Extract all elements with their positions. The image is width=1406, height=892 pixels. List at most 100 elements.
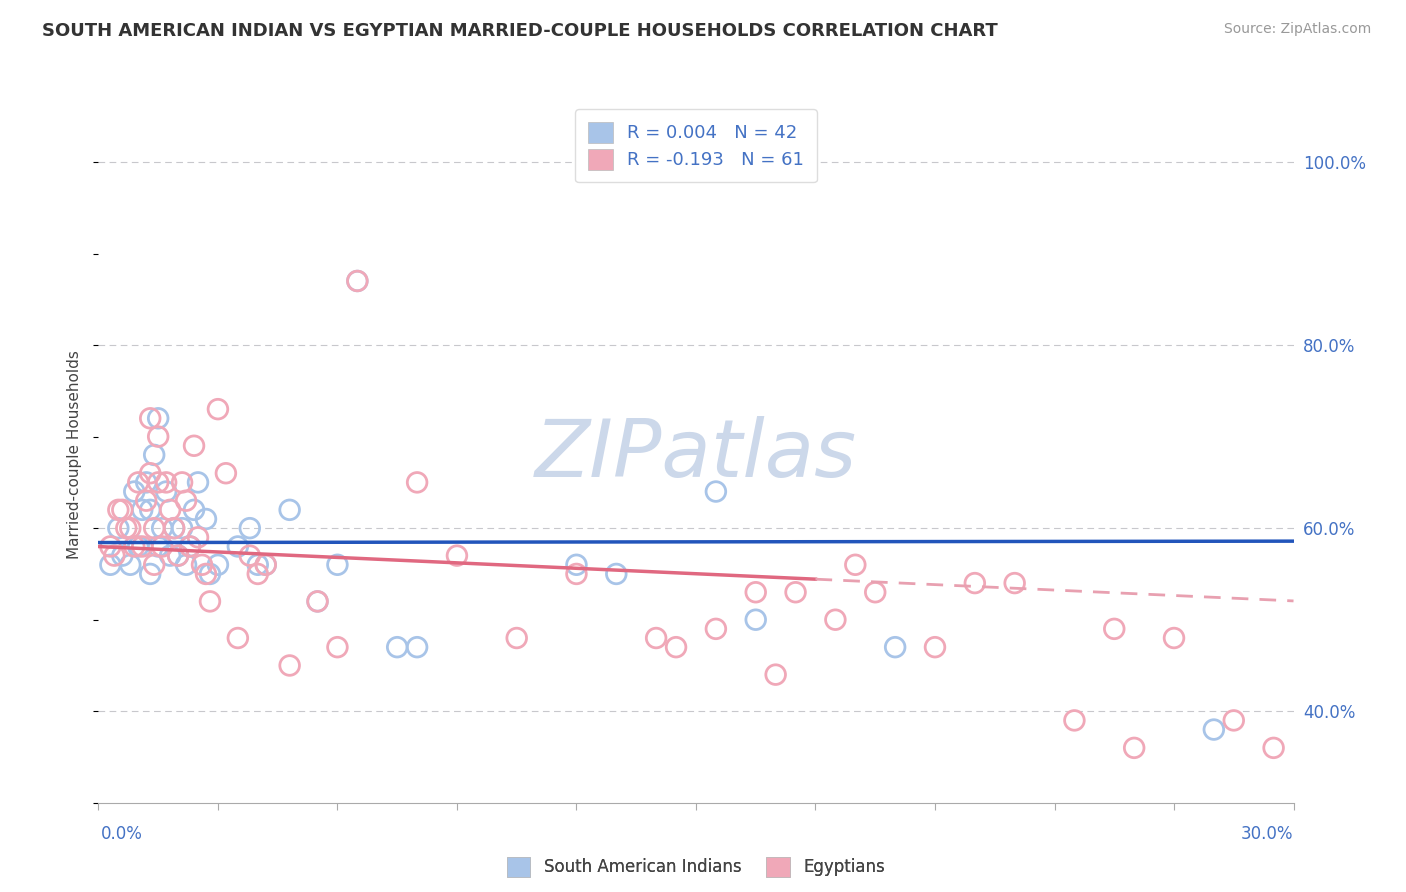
Point bbox=[246, 566, 269, 581]
Point bbox=[120, 558, 142, 572]
Point bbox=[506, 631, 529, 645]
Point bbox=[131, 540, 153, 554]
Point bbox=[924, 640, 946, 655]
Point bbox=[148, 540, 170, 554]
Point bbox=[163, 521, 186, 535]
Point bbox=[406, 475, 429, 490]
Point bbox=[1123, 740, 1146, 755]
Point bbox=[187, 530, 209, 544]
Point bbox=[1102, 622, 1125, 636]
Point bbox=[107, 503, 129, 517]
Text: ZIPatlas: ZIPatlas bbox=[534, 416, 858, 494]
Point bbox=[239, 521, 262, 535]
Point bbox=[159, 503, 181, 517]
Point bbox=[167, 549, 190, 563]
Point bbox=[645, 631, 668, 645]
Point bbox=[179, 540, 201, 554]
Point bbox=[127, 475, 149, 490]
Point bbox=[207, 558, 229, 572]
Point bbox=[139, 566, 162, 581]
Point bbox=[120, 521, 142, 535]
Point bbox=[704, 484, 727, 499]
Point bbox=[1222, 714, 1246, 728]
Y-axis label: Married-couple Households: Married-couple Households bbox=[67, 351, 83, 559]
Point bbox=[346, 274, 368, 288]
Point bbox=[745, 613, 768, 627]
Text: SOUTH AMERICAN INDIAN VS EGYPTIAN MARRIED-COUPLE HOUSEHOLDS CORRELATION CHART: SOUTH AMERICAN INDIAN VS EGYPTIAN MARRIE… bbox=[42, 22, 998, 40]
Point bbox=[100, 540, 122, 554]
Point bbox=[195, 566, 218, 581]
Point bbox=[863, 585, 887, 599]
Point bbox=[111, 503, 134, 517]
Point bbox=[844, 558, 866, 572]
Point bbox=[765, 667, 787, 681]
Point bbox=[326, 558, 349, 572]
Point bbox=[226, 631, 249, 645]
Point bbox=[745, 585, 768, 599]
Point bbox=[226, 540, 249, 554]
Point bbox=[307, 594, 329, 608]
Point bbox=[115, 521, 138, 535]
Point bbox=[124, 484, 146, 499]
Point bbox=[346, 274, 368, 288]
Point bbox=[107, 521, 129, 535]
Point bbox=[1004, 576, 1026, 591]
Point bbox=[148, 475, 170, 490]
Point bbox=[143, 448, 166, 462]
Point bbox=[254, 558, 277, 572]
Point bbox=[139, 467, 162, 481]
Point bbox=[124, 540, 146, 554]
Point bbox=[246, 558, 269, 572]
Point bbox=[963, 576, 986, 591]
Point bbox=[239, 549, 262, 563]
Point bbox=[155, 475, 177, 490]
Point bbox=[785, 585, 807, 599]
Point bbox=[139, 503, 162, 517]
Point bbox=[406, 640, 429, 655]
Point bbox=[187, 475, 209, 490]
Point bbox=[167, 549, 190, 563]
Point bbox=[446, 549, 468, 563]
Legend: South American Indians, Egyptians: South American Indians, Egyptians bbox=[499, 849, 893, 885]
Point bbox=[150, 540, 173, 554]
Text: Source: ZipAtlas.com: Source: ZipAtlas.com bbox=[1223, 22, 1371, 37]
Point bbox=[1063, 714, 1085, 728]
Point bbox=[127, 540, 149, 554]
Point bbox=[1202, 723, 1225, 737]
Point bbox=[148, 429, 170, 443]
Point bbox=[191, 558, 214, 572]
Point bbox=[198, 594, 221, 608]
Point bbox=[565, 566, 588, 581]
Point bbox=[111, 549, 134, 563]
Point bbox=[195, 512, 218, 526]
Point bbox=[172, 475, 194, 490]
Point bbox=[326, 640, 349, 655]
Point bbox=[385, 640, 409, 655]
Point bbox=[135, 475, 157, 490]
Point bbox=[179, 540, 201, 554]
Point bbox=[131, 503, 153, 517]
Point bbox=[565, 558, 588, 572]
Point bbox=[155, 484, 177, 499]
Point bbox=[254, 558, 277, 572]
Point bbox=[1263, 740, 1285, 755]
Point bbox=[884, 640, 907, 655]
Point bbox=[103, 549, 125, 563]
Point bbox=[183, 439, 205, 453]
Point bbox=[150, 521, 173, 535]
Point bbox=[824, 613, 846, 627]
Point bbox=[174, 558, 197, 572]
Point bbox=[198, 566, 221, 581]
Point bbox=[172, 521, 194, 535]
Point bbox=[163, 521, 186, 535]
Point bbox=[207, 402, 229, 417]
Point bbox=[605, 566, 627, 581]
Point bbox=[143, 558, 166, 572]
Point bbox=[665, 640, 688, 655]
Point bbox=[278, 503, 301, 517]
Point bbox=[215, 467, 238, 481]
Point bbox=[139, 411, 162, 425]
Point bbox=[278, 658, 301, 673]
Point bbox=[307, 594, 329, 608]
Point bbox=[143, 521, 166, 535]
